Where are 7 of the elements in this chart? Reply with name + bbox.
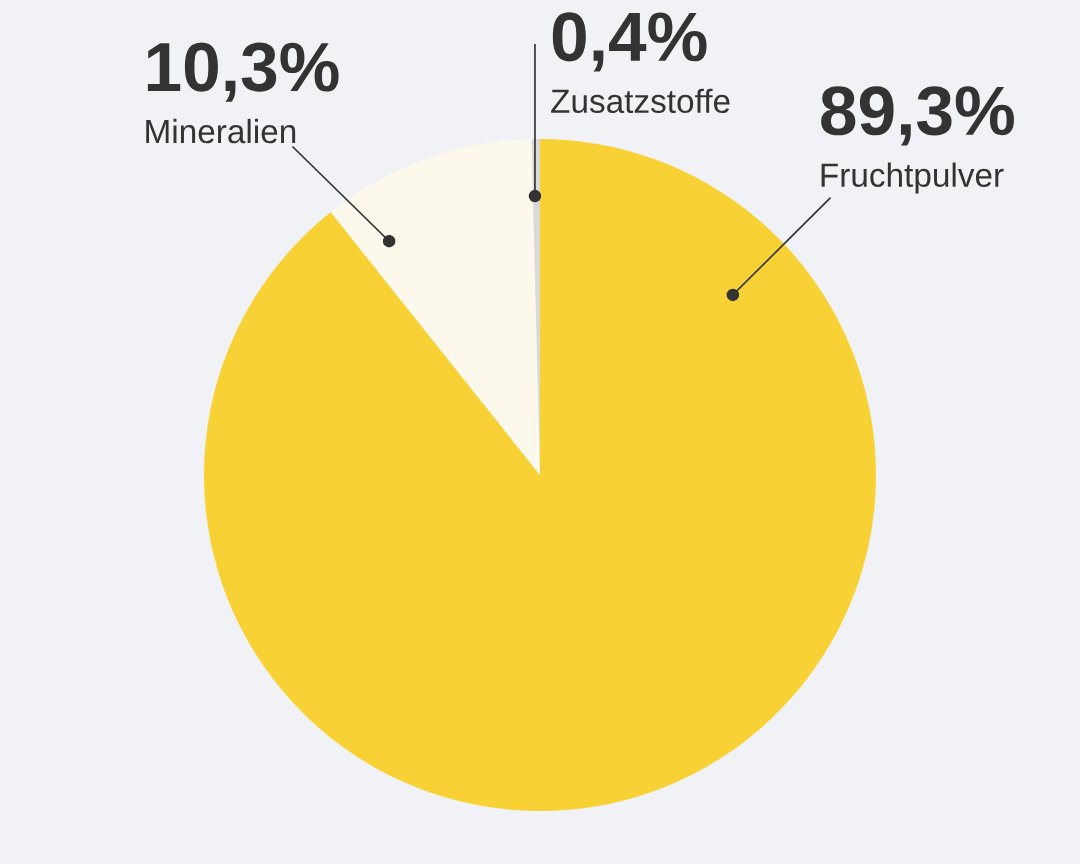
slice-label: Zusatzstoffe [551,88,730,114]
slice-label: Mineralien [146,118,296,144]
data-label: 89,3% [821,86,1014,146]
data-label: 10,3% [147,42,339,102]
data-label: 0,4% [552,12,707,72]
pie-slice [330,139,540,475]
slice-label: Fruchtpulver [821,162,1004,194]
